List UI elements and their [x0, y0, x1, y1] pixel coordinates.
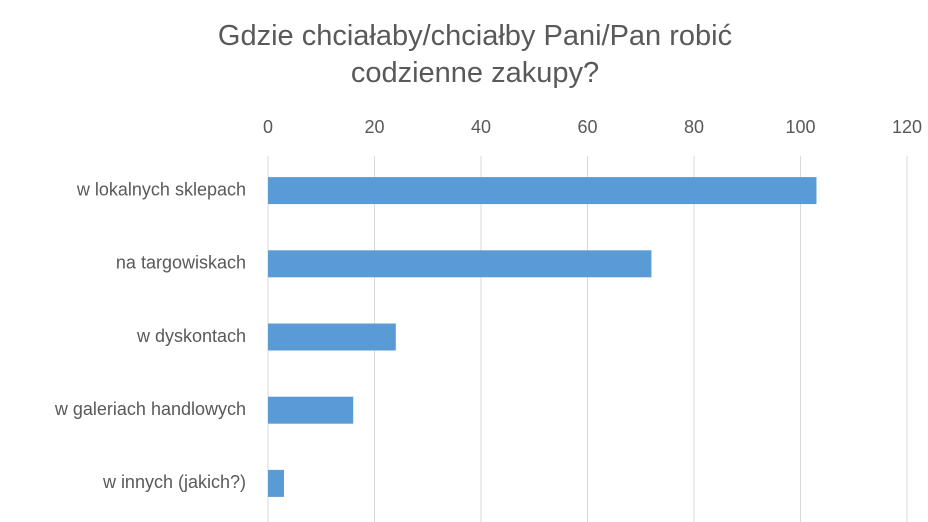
bar	[268, 250, 652, 278]
x-tick-label: 0	[263, 117, 273, 137]
y-tick-label: na targowiskach	[116, 253, 246, 273]
bar	[268, 469, 284, 497]
y-tick-label: w lokalnych sklepach	[76, 179, 246, 199]
x-tick-label: 60	[577, 117, 597, 137]
y-tick-label: w innych (jakich?)	[102, 472, 246, 492]
y-tick-label: w dyskontach	[136, 326, 246, 346]
x-tick-label: 20	[364, 117, 384, 137]
bar	[268, 396, 354, 424]
x-tick-label: 100	[785, 117, 815, 137]
chart-title: Gdzie chciałaby/chciałby Pani/Pan robić …	[217, 20, 733, 89]
x-tick-label: 120	[892, 117, 922, 137]
x-tick-label: 80	[684, 117, 704, 137]
x-tick-label: 40	[471, 117, 491, 137]
y-tick-label: w galeriach handlowych	[54, 399, 246, 419]
bar	[268, 177, 817, 205]
bar	[268, 323, 396, 351]
